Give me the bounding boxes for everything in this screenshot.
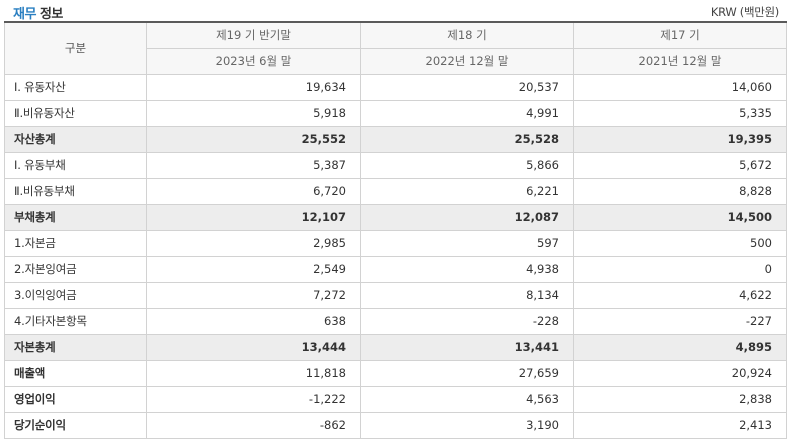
- table-row: 자산총계 25,552 25,528 19,395: [4, 126, 787, 153]
- column-period: 제17 기: [573, 21, 787, 49]
- row-value: 13,444: [146, 334, 361, 361]
- table-row: 부채총계 12,107 12,087 14,500: [4, 204, 787, 231]
- row-value: 2,413: [573, 412, 787, 439]
- row-value: -1,222: [146, 386, 361, 413]
- row-label: Ⅱ.비유동부채: [4, 178, 147, 205]
- table-body: Ⅰ. 유동자산 19,634 20,537 14,060 Ⅱ.비유동자산 5,918 4,9…: [4, 74, 787, 439]
- row-label: 매출액: [4, 360, 147, 387]
- row-value: 12,087: [360, 204, 574, 231]
- row-value: 20,924: [573, 360, 787, 387]
- row-value: 2,549: [146, 256, 361, 283]
- column-period: 제19 기 반기말: [146, 21, 361, 49]
- table-row: 당기순이익 -862 3,190 2,413: [4, 412, 787, 439]
- row-label: Ⅰ. 유동자산: [4, 74, 147, 101]
- table-row: Ⅰ. 유동자산 19,634 20,537 14,060: [4, 74, 787, 101]
- row-value: 4,895: [573, 334, 787, 361]
- table-row: 자본총계 13,444 13,441 4,895: [4, 334, 787, 361]
- row-value: 25,528: [360, 126, 574, 153]
- row-value: 8,828: [573, 178, 787, 205]
- row-value: 0: [573, 256, 787, 283]
- row-value: -862: [146, 412, 361, 439]
- corner-header: 구분: [4, 21, 147, 75]
- row-value: 27,659: [360, 360, 574, 387]
- row-value: 14,060: [573, 74, 787, 101]
- row-value: 4,938: [360, 256, 574, 283]
- row-label: 자산총계: [4, 126, 147, 153]
- row-value: -228: [360, 308, 574, 335]
- row-value: 14,500: [573, 204, 787, 231]
- table-row: Ⅱ.비유동자산 5,918 4,991 5,335: [4, 100, 787, 127]
- row-value: 5,672: [573, 152, 787, 179]
- row-value: 6,720: [146, 178, 361, 205]
- row-value: 19,395: [573, 126, 787, 153]
- table-row: 3.이익잉여금 7,272 8,134 4,622: [4, 282, 787, 309]
- column-period: 제18 기: [360, 21, 574, 49]
- column-date: 2022년 12월 말: [360, 48, 574, 75]
- header-row-period: 구분 제19 기 반기말 제18 기 제17 기: [4, 21, 787, 75]
- row-value: 11,818: [146, 360, 361, 387]
- section-title: 재무 정보: [13, 3, 63, 22]
- row-value: 597: [360, 230, 574, 257]
- financial-table: 구분 제19 기 반기말 제18 기 제17 기 2023년 6월 말 2022…: [4, 21, 787, 439]
- table-row: Ⅰ. 유동부채 5,387 5,866 5,672: [4, 152, 787, 179]
- currency-unit: KRW (백만원): [710, 5, 779, 19]
- row-value: 6,221: [360, 178, 574, 205]
- table-row: Ⅱ.비유동부채 6,720 6,221 8,828: [4, 178, 787, 205]
- row-value: 4,563: [360, 386, 574, 413]
- row-label: 3.이익잉여금: [4, 282, 147, 309]
- row-value: 13,441: [360, 334, 574, 361]
- row-label: 부채총계: [4, 204, 147, 231]
- row-value: 4,991: [360, 100, 574, 127]
- table-row: 1.자본금 2,985 597 500: [4, 230, 787, 257]
- row-label: 1.자본금: [4, 230, 147, 257]
- row-value: 8,134: [360, 282, 574, 309]
- row-value: 19,634: [146, 74, 361, 101]
- row-value: 2,985: [146, 230, 361, 257]
- row-value: 5,387: [146, 152, 361, 179]
- row-label: 영업이익: [4, 386, 147, 413]
- header-row-date: 2023년 6월 말 2022년 12월 말 2021년 12월 말: [5, 48, 787, 75]
- section-title-accent: 재무: [13, 7, 36, 22]
- column-date: 2021년 12월 말: [573, 48, 787, 75]
- table-row: 2.자본잉여금 2,549 4,938 0: [4, 256, 787, 283]
- table-row: 매출액 11,818 27,659 20,924: [4, 360, 787, 387]
- row-value: 4,622: [573, 282, 787, 309]
- column-date: 2023년 6월 말: [146, 48, 361, 75]
- row-value: 7,272: [146, 282, 361, 309]
- table-row: 영업이익 -1,222 4,563 2,838: [4, 386, 787, 413]
- row-label: 당기순이익: [4, 412, 147, 439]
- row-label: 4.기타자본항목: [4, 308, 147, 335]
- row-label: 2.자본잉여금: [4, 256, 147, 283]
- row-value: 25,552: [146, 126, 361, 153]
- row-value: -227: [573, 308, 787, 335]
- section-title-rest: 정보: [39, 7, 63, 22]
- row-value: 12,107: [146, 204, 361, 231]
- row-value: 3,190: [360, 412, 574, 439]
- row-value: 2,838: [573, 386, 787, 413]
- row-value: 5,918: [146, 100, 361, 127]
- row-label: Ⅰ. 유동부채: [4, 152, 147, 179]
- row-value: 5,866: [360, 152, 574, 179]
- row-value: 20,537: [360, 74, 574, 101]
- row-label: Ⅱ.비유동자산: [4, 100, 147, 127]
- row-value: 500: [573, 230, 787, 257]
- row-value: 5,335: [573, 100, 787, 127]
- section-header: 재무 정보 KRW (백만원): [0, 0, 791, 22]
- table-row: 4.기타자본항목 638 -228 -227: [4, 308, 787, 335]
- row-label: 자본총계: [4, 334, 147, 361]
- row-value: 638: [146, 308, 361, 335]
